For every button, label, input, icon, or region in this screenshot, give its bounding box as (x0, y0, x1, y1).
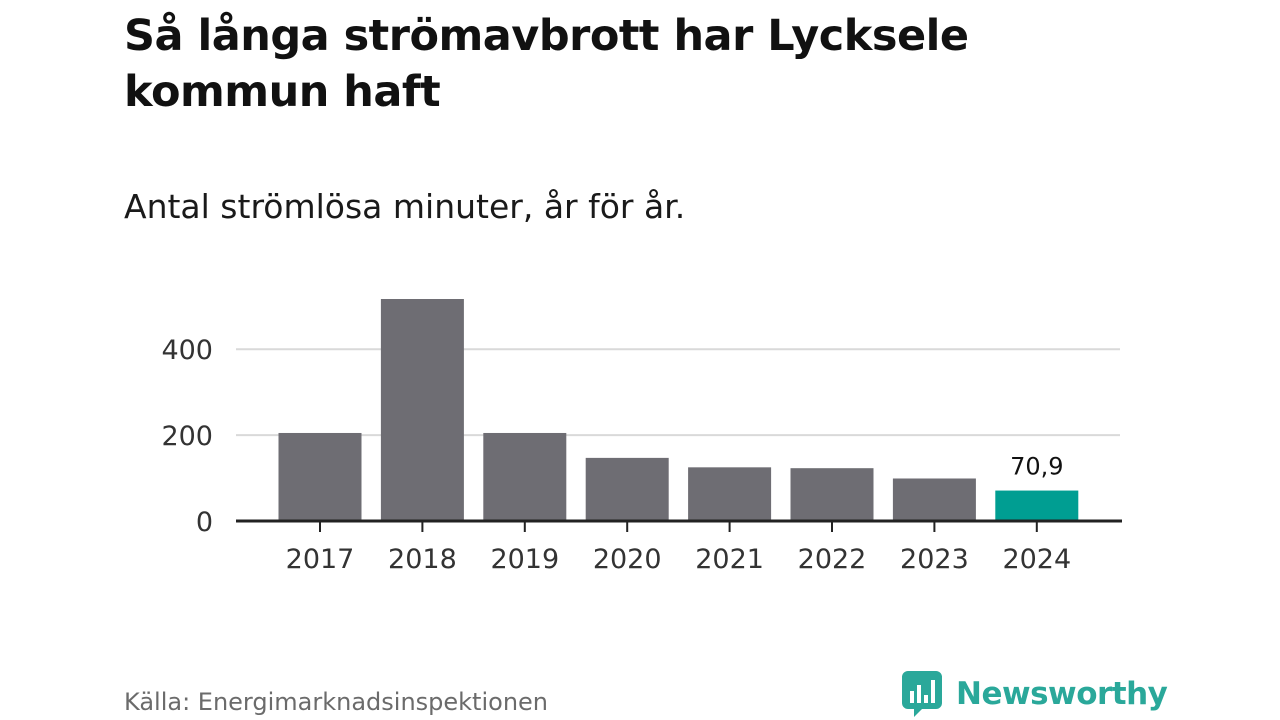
bar-2019 (483, 432, 567, 521)
bar-2017 (278, 432, 362, 521)
bars (278, 299, 1079, 521)
bar-2018 (380, 299, 464, 521)
y-tick-label: 0 (196, 507, 213, 538)
bar-2023 (892, 478, 976, 521)
brand-name: Newsworthy (956, 676, 1168, 712)
x-tick-label: 2024 (1002, 544, 1071, 575)
x-tick-label: 2019 (490, 544, 559, 575)
y-tick-label: 200 (161, 421, 213, 452)
labels: 0 200 400 2017 2018 2019 2020 2021 2022 2023 2024 7… (161, 335, 1071, 575)
newsworthy-logo-icon (902, 671, 942, 717)
axes (236, 519, 1122, 532)
x-tick-label: 2018 (388, 544, 457, 575)
bar-chart: 0 200 400 2017 2018 2019 2020 2021 2022 2023 2024 7… (161, 299, 1122, 575)
source-note: Källa: Energimarknadsinspektionen (124, 688, 549, 716)
data-label: 70,9 (1010, 453, 1063, 481)
bar-2024 (995, 490, 1079, 521)
bar-2020 (585, 457, 669, 521)
x-tick-label: 2021 (695, 544, 764, 575)
x-tick-label: 2023 (900, 544, 969, 575)
x-tick-label: 2020 (593, 544, 662, 575)
brand-logo: Newsworthy (902, 668, 1168, 720)
chart-title: Så långa strömavbrott har Lycksele kommu… (124, 11, 969, 117)
chart-subtitle: Antal strömlösa minuter, år för år. (124, 187, 686, 226)
bar-2022 (790, 468, 874, 521)
gridlines (236, 348, 1120, 437)
y-tick-label: 400 (161, 335, 213, 366)
x-tick-label: 2017 (286, 544, 355, 575)
bar-2021 (688, 467, 772, 521)
x-tick-label: 2022 (798, 544, 867, 575)
